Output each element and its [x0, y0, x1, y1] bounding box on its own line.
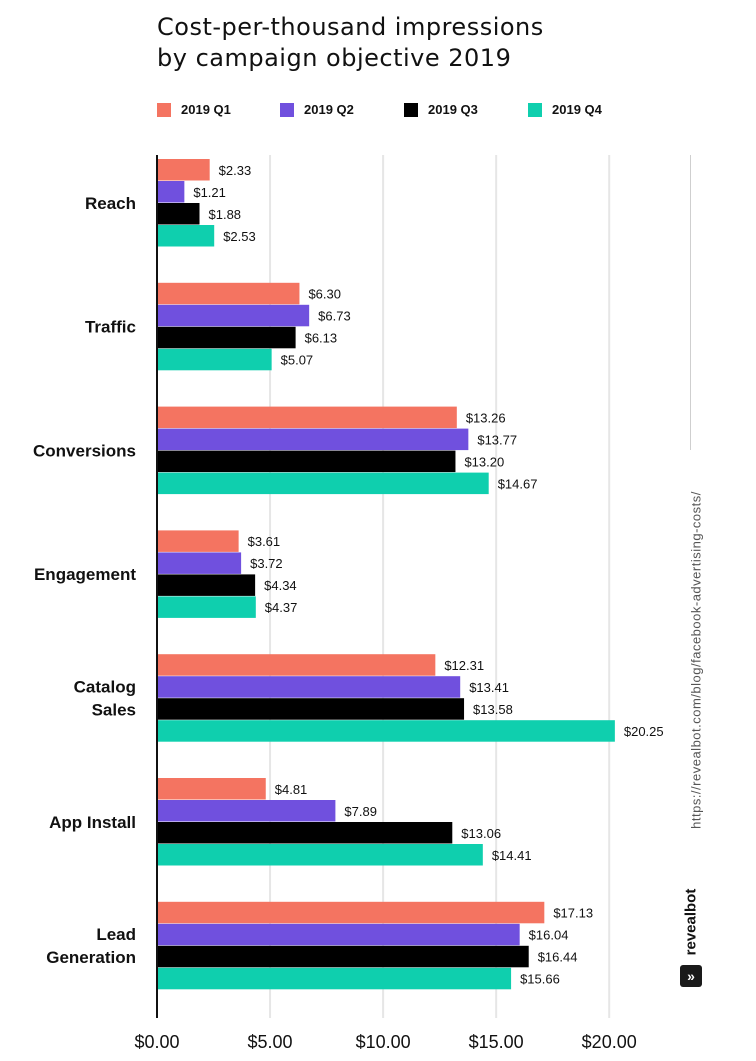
source-link[interactable]: https://revealbot.com/blog/facebook-adve… — [686, 465, 706, 855]
data-label-5-3: $14.41 — [492, 848, 532, 863]
data-label-4-2: $13.58 — [473, 702, 513, 717]
data-label-4-3: $20.25 — [624, 724, 664, 739]
legend-label-q3: 2019 Q3 — [428, 102, 478, 117]
bar-1-2 — [157, 326, 296, 349]
bar-4-0 — [157, 654, 436, 676]
bar-6-0 — [157, 901, 545, 924]
data-label-0-1: $1.21 — [193, 185, 226, 200]
x-tick-label-4: $20.00 — [582, 1032, 637, 1052]
data-label-0-3: $2.53 — [223, 229, 256, 244]
category-label-0: Reach — [85, 194, 136, 213]
legend-item-q3: 2019 Q3 — [404, 102, 478, 117]
x-tick-label-0: $0.00 — [134, 1032, 179, 1052]
data-label-1-3: $5.07 — [281, 353, 314, 368]
data-label-0-2: $1.88 — [209, 207, 242, 222]
legend-item-q2: 2019 Q2 — [280, 102, 354, 117]
legend-label-q2: 2019 Q2 — [304, 102, 354, 117]
legend-swatch-q4 — [528, 102, 542, 117]
brand-logo-icon: » — [680, 965, 702, 987]
category-label-5: App Install — [49, 813, 136, 832]
brand-name: revealbot — [682, 888, 700, 956]
data-label-3-0: $3.61 — [248, 534, 281, 549]
category-label-6-0: Lead — [96, 925, 136, 944]
bar-5-3 — [157, 844, 483, 866]
legend-swatch-q2 — [280, 102, 294, 117]
data-label-5-0: $4.81 — [275, 782, 308, 797]
data-label-4-1: $13.41 — [469, 680, 509, 695]
data-label-3-1: $3.72 — [250, 556, 283, 571]
bar-2-2 — [157, 450, 456, 473]
bar-0-2 — [157, 203, 200, 225]
legend-swatch-q1 — [157, 102, 171, 117]
legend-swatch-q3 — [404, 102, 418, 117]
data-label-6-2: $16.44 — [538, 950, 578, 965]
legend-label-q1: 2019 Q1 — [181, 102, 231, 117]
data-label-3-2: $4.34 — [264, 578, 297, 593]
data-label-6-3: $15.66 — [520, 972, 560, 987]
data-label-6-0: $17.13 — [553, 906, 593, 921]
bar-1-3 — [157, 348, 272, 371]
legend-item-q4: 2019 Q4 — [528, 102, 602, 117]
category-label-1: Traffic — [85, 318, 136, 337]
bar-5-2 — [157, 822, 453, 844]
bar-2-1 — [157, 428, 469, 451]
bar-0-1 — [157, 181, 185, 203]
chart-title: Cost-per-thousand impressions by campaig… — [157, 12, 544, 74]
data-label-2-1: $13.77 — [477, 432, 517, 447]
bar-6-1 — [157, 923, 520, 946]
data-label-2-0: $13.26 — [466, 410, 506, 425]
bar-0-3 — [157, 225, 215, 247]
bar-4-1 — [157, 676, 461, 698]
bar-3-0 — [157, 530, 239, 552]
category-label-4-0: Catalog — [74, 677, 136, 696]
data-label-5-1: $7.89 — [344, 804, 377, 819]
data-label-1-2: $6.13 — [305, 331, 338, 346]
data-label-2-2: $13.20 — [464, 454, 504, 469]
bar-5-1 — [157, 800, 336, 822]
bar-4-3 — [157, 720, 615, 742]
bar-2-3 — [157, 472, 489, 495]
data-label-3-3: $4.37 — [265, 600, 298, 615]
x-tick-label-2: $10.00 — [356, 1032, 411, 1052]
data-label-6-1: $16.04 — [529, 928, 569, 943]
bar-1-1 — [157, 304, 310, 327]
legend-label-q4: 2019 Q4 — [552, 102, 602, 117]
bar-6-2 — [157, 945, 529, 968]
category-label-3: Engagement — [34, 565, 136, 584]
bar-3-3 — [157, 596, 256, 618]
bar-3-2 — [157, 574, 256, 596]
legend: 2019 Q1 2019 Q2 2019 Q3 2019 Q4 — [0, 102, 756, 122]
data-label-2-3: $14.67 — [498, 476, 538, 491]
data-label-1-1: $6.73 — [318, 309, 351, 324]
data-label-4-0: $12.31 — [444, 658, 484, 673]
bar-3-1 — [157, 552, 242, 574]
chart-title-line-2: by campaign objective 2019 — [157, 44, 512, 72]
bar-4-2 — [157, 698, 465, 720]
x-tick-label-3: $15.00 — [469, 1032, 524, 1052]
bar-1-0 — [157, 282, 300, 305]
category-label-4-1: Sales — [92, 700, 136, 719]
bar-2-0 — [157, 406, 457, 429]
side-divider — [690, 155, 691, 450]
data-label-0-0: $2.33 — [219, 163, 252, 178]
source-url-text[interactable]: https://revealbot.com/blog/facebook-adve… — [688, 491, 704, 829]
data-label-5-2: $13.06 — [461, 826, 501, 841]
category-label-6-1: Generation — [46, 948, 136, 967]
bar-6-3 — [157, 967, 512, 990]
data-label-1-0: $6.30 — [308, 287, 341, 302]
bar-0-0 — [157, 159, 210, 181]
brand-block: revealbot » — [676, 880, 706, 990]
bar-5-0 — [157, 778, 266, 800]
legend-item-q1: 2019 Q1 — [157, 102, 231, 117]
x-tick-label-1: $5.00 — [248, 1032, 293, 1052]
category-label-2: Conversions — [33, 441, 136, 460]
chart-title-line-1: Cost-per-thousand impressions — [157, 13, 544, 41]
